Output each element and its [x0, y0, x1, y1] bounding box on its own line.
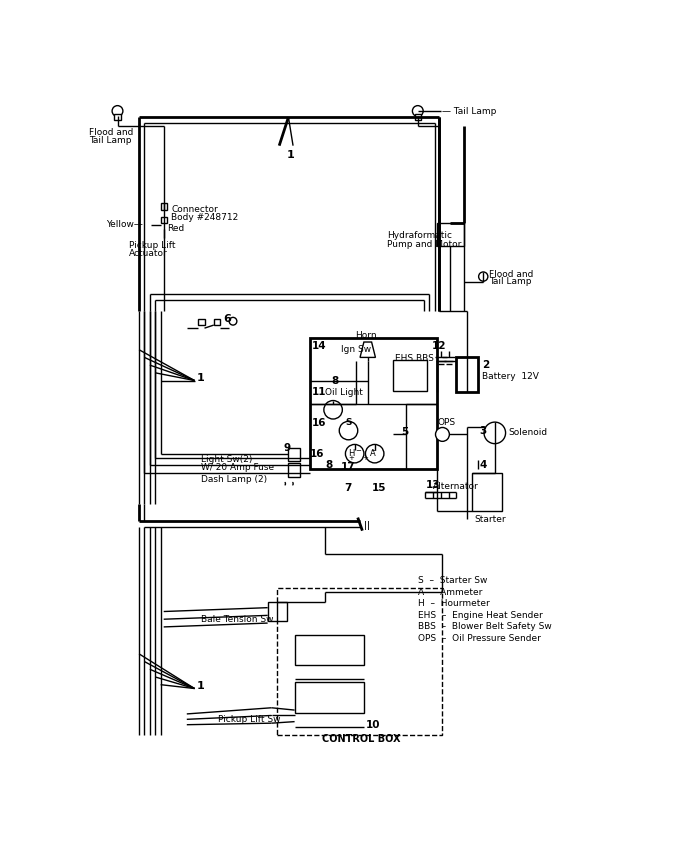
Text: S  –  Starter Sw: S – Starter Sw	[418, 576, 487, 585]
Text: Light Sw(2): Light Sw(2)	[201, 455, 252, 463]
Circle shape	[339, 421, 358, 440]
Text: BBS  –  Blower Belt Safety Sw: BBS – Blower Belt Safety Sw	[418, 623, 551, 631]
Text: Pickup Lift Sw: Pickup Lift Sw	[218, 715, 280, 724]
Circle shape	[484, 422, 505, 443]
Text: Red: Red	[167, 224, 185, 232]
Text: Flood and: Flood and	[489, 269, 533, 279]
Text: 9: 9	[283, 443, 290, 453]
Bar	[294, 683, 364, 713]
Text: Body #248712: Body #248712	[171, 213, 239, 222]
Bar	[268, 602, 287, 621]
Text: Solenoid: Solenoid	[509, 429, 548, 437]
Bar	[160, 216, 167, 223]
Bar	[310, 338, 437, 469]
Text: 10: 10	[365, 721, 380, 730]
Bar	[288, 463, 300, 477]
Text: Actuator: Actuator	[129, 249, 168, 258]
Text: +: +	[362, 455, 369, 461]
Text: Flood and: Flood and	[89, 128, 133, 137]
Text: EHS  –  Engine Heat Sender: EHS – Engine Heat Sender	[418, 610, 543, 620]
Bar	[393, 360, 427, 391]
Text: Alternator: Alternator	[433, 482, 479, 492]
Bar	[456, 357, 478, 392]
Circle shape	[396, 369, 409, 384]
Text: +: +	[348, 455, 354, 461]
Circle shape	[112, 106, 123, 116]
Bar	[415, 115, 421, 121]
Text: Oil Light: Oil Light	[326, 387, 363, 397]
Text: Tail Lamp: Tail Lamp	[89, 136, 131, 145]
Text: 13: 13	[426, 480, 440, 490]
Text: A  –  Ammeter: A – Ammeter	[418, 588, 482, 597]
Text: Battery  12V: Battery 12V	[481, 372, 539, 381]
Text: Tail Lamp: Tail Lamp	[489, 277, 531, 287]
Text: 1: 1	[287, 150, 294, 159]
Text: 11: 11	[311, 387, 326, 397]
Bar	[114, 115, 120, 121]
Text: ||: ||	[364, 521, 370, 530]
Circle shape	[365, 444, 384, 463]
Text: 15: 15	[371, 483, 386, 493]
Text: 14: 14	[311, 341, 326, 351]
Text: 1: 1	[197, 681, 205, 691]
Text: OPS: OPS	[437, 418, 455, 427]
Text: 6: 6	[223, 314, 231, 324]
Polygon shape	[360, 342, 375, 357]
Circle shape	[479, 272, 488, 282]
Circle shape	[345, 444, 364, 463]
Text: CONTROL BOX: CONTROL BOX	[322, 734, 400, 744]
Bar	[277, 588, 443, 734]
Bar	[160, 203, 167, 209]
Text: Pump and Motor: Pump and Motor	[387, 239, 461, 249]
Text: H  –  Hourmeter: H – Hourmeter	[418, 599, 490, 609]
Text: 4: 4	[479, 461, 487, 470]
Text: Bale Tension Sw: Bale Tension Sw	[201, 615, 273, 623]
Text: 16: 16	[311, 418, 326, 428]
Text: 8: 8	[332, 375, 339, 386]
Text: −: −	[355, 449, 360, 455]
Circle shape	[324, 400, 342, 419]
Text: — Tail Lamp: — Tail Lamp	[443, 107, 497, 115]
Text: Connector: Connector	[171, 205, 218, 214]
Bar	[214, 319, 220, 325]
Text: Starter: Starter	[475, 515, 507, 523]
Text: 5: 5	[401, 427, 408, 437]
Text: W/ 20 Amp Fuse: W/ 20 Amp Fuse	[201, 463, 274, 472]
Circle shape	[412, 106, 423, 116]
Text: 12: 12	[432, 341, 446, 351]
Bar	[288, 448, 300, 461]
Text: 8: 8	[326, 461, 333, 470]
Text: Pickup Lift: Pickup Lift	[129, 241, 175, 251]
Text: 2: 2	[481, 360, 489, 370]
Text: Dash Lamp (2): Dash Lamp (2)	[201, 474, 267, 484]
Text: S: S	[345, 418, 352, 427]
Text: 17: 17	[341, 461, 356, 472]
Bar	[472, 473, 503, 511]
Text: 3: 3	[479, 425, 487, 436]
Text: OPS  –  Oil Pressure Sender: OPS – Oil Pressure Sender	[418, 634, 541, 643]
Text: Yellow—: Yellow—	[106, 220, 143, 230]
Text: EHS BBS: EHS BBS	[394, 355, 434, 363]
Text: 7: 7	[345, 483, 352, 493]
Text: 1: 1	[197, 373, 205, 383]
Text: Hydraformatic: Hydraformatic	[387, 232, 452, 240]
Text: 16: 16	[310, 449, 324, 459]
Bar	[437, 223, 464, 245]
Circle shape	[435, 428, 449, 442]
Text: A: A	[369, 449, 375, 458]
Circle shape	[229, 318, 237, 325]
Text: Horn: Horn	[355, 331, 376, 340]
Text: H: H	[348, 449, 355, 458]
Text: Ign Sw: Ign Sw	[341, 345, 371, 354]
Bar	[294, 635, 364, 666]
Text: −: −	[370, 449, 376, 455]
Circle shape	[411, 369, 425, 384]
Bar	[199, 319, 205, 325]
